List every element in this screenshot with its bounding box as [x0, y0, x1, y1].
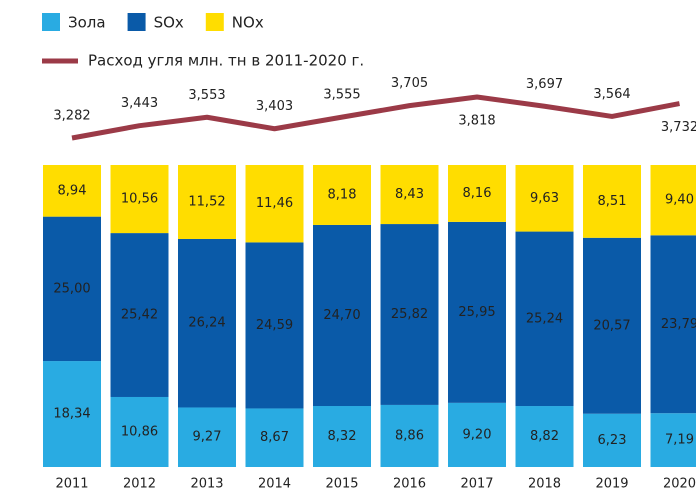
bar-segment [178, 407, 236, 467]
bar-segment [583, 165, 641, 238]
legend-swatch [127, 13, 146, 31]
bar-segment [650, 235, 696, 414]
x-tick-label: 2016 [393, 477, 426, 492]
data-label: 6,23 [598, 433, 627, 448]
data-label: 3,553 [188, 88, 225, 103]
x-tick-label: 2014 [258, 477, 291, 492]
data-label: 24,70 [323, 308, 360, 323]
bar-segment [178, 238, 236, 408]
x-tick-label: 2019 [595, 477, 628, 492]
x-tick-label: 2020 [663, 477, 696, 492]
data-label: 24,59 [256, 318, 293, 333]
bar-segment [245, 242, 304, 409]
x-tick-label: 2012 [123, 477, 156, 492]
data-label: 3,403 [256, 99, 293, 114]
bar-segment [515, 231, 574, 407]
data-label: 9,20 [463, 427, 492, 442]
bar-segment [515, 165, 574, 232]
data-label: 7,19 [665, 433, 694, 448]
x-tick-label: 2018 [528, 477, 561, 492]
bar-segment [110, 233, 169, 397]
bar-segment [313, 406, 371, 467]
data-label: 11,52 [188, 194, 225, 209]
data-label: 8,16 [463, 186, 492, 201]
data-label: 10,86 [121, 424, 158, 439]
data-label: 8,67 [260, 430, 289, 445]
data-label: 8,51 [598, 194, 627, 209]
data-label: 18,34 [53, 407, 90, 422]
bar-segment [448, 165, 506, 222]
bar-segment [448, 402, 506, 467]
data-label: 25,00 [53, 281, 90, 296]
data-label: 3,443 [121, 96, 158, 111]
bar-segment [110, 396, 169, 467]
data-label: 8,86 [395, 428, 424, 443]
bar-segment [583, 237, 641, 414]
data-label: 3,282 [53, 109, 90, 124]
data-label: 23,79 [661, 317, 696, 332]
data-label: 8,18 [328, 187, 357, 202]
legend-swatch [42, 13, 60, 31]
legend-swatch [205, 13, 224, 31]
x-tick-label: 2011 [55, 477, 88, 492]
data-label: 8,43 [395, 187, 424, 202]
data-label: 25,82 [391, 307, 428, 322]
data-label: 3,555 [323, 88, 360, 103]
bar-segment [313, 165, 371, 225]
legend-label: Расход угля млн. тн в 2011-2020 г. [88, 52, 364, 70]
bar-segment [583, 413, 641, 467]
data-label: 3,564 [593, 87, 630, 102]
bar-segment [380, 165, 439, 225]
data-label: 9,40 [665, 193, 694, 208]
data-label: 9,27 [193, 430, 222, 445]
legend-label: NOx [232, 14, 264, 32]
x-tick-label: 2013 [190, 477, 223, 492]
data-label: 26,24 [188, 316, 225, 331]
data-label: 3,732 [661, 120, 696, 135]
data-label: 25,24 [526, 311, 563, 326]
data-label: 3,818 [458, 114, 495, 129]
x-tick-label: 2015 [325, 477, 358, 492]
bar-segment [313, 224, 371, 407]
bar-segment [448, 221, 506, 403]
data-label: 25,42 [121, 308, 158, 323]
data-label: 3,697 [526, 77, 563, 92]
data-label: 3,705 [391, 76, 428, 91]
bar-segment [178, 165, 236, 239]
legend-label: SOx [154, 14, 184, 32]
bar-segment [43, 361, 101, 467]
x-tick-label: 2017 [460, 477, 493, 492]
bar-segment [515, 406, 574, 467]
bar-segment [245, 408, 304, 467]
bar-segment [43, 216, 101, 362]
data-label: 11,46 [256, 196, 293, 211]
data-label: 20,57 [593, 318, 630, 333]
bar-segment [380, 224, 439, 405]
bar-segment [380, 404, 439, 467]
line [71, 94, 680, 141]
data-label: 10,56 [121, 192, 158, 207]
bar-segment [43, 165, 101, 217]
bar-segment [650, 413, 696, 467]
data-label: 25,95 [458, 305, 495, 320]
bar-segment [110, 165, 169, 234]
bar-segment [650, 165, 696, 236]
data-label: 8,82 [530, 429, 559, 444]
bar-segment [245, 165, 304, 243]
data-label: 8,32 [328, 429, 357, 444]
legend-label: Зола [68, 14, 106, 32]
data-label: 9,63 [530, 191, 559, 206]
data-label: 8,94 [58, 183, 87, 198]
